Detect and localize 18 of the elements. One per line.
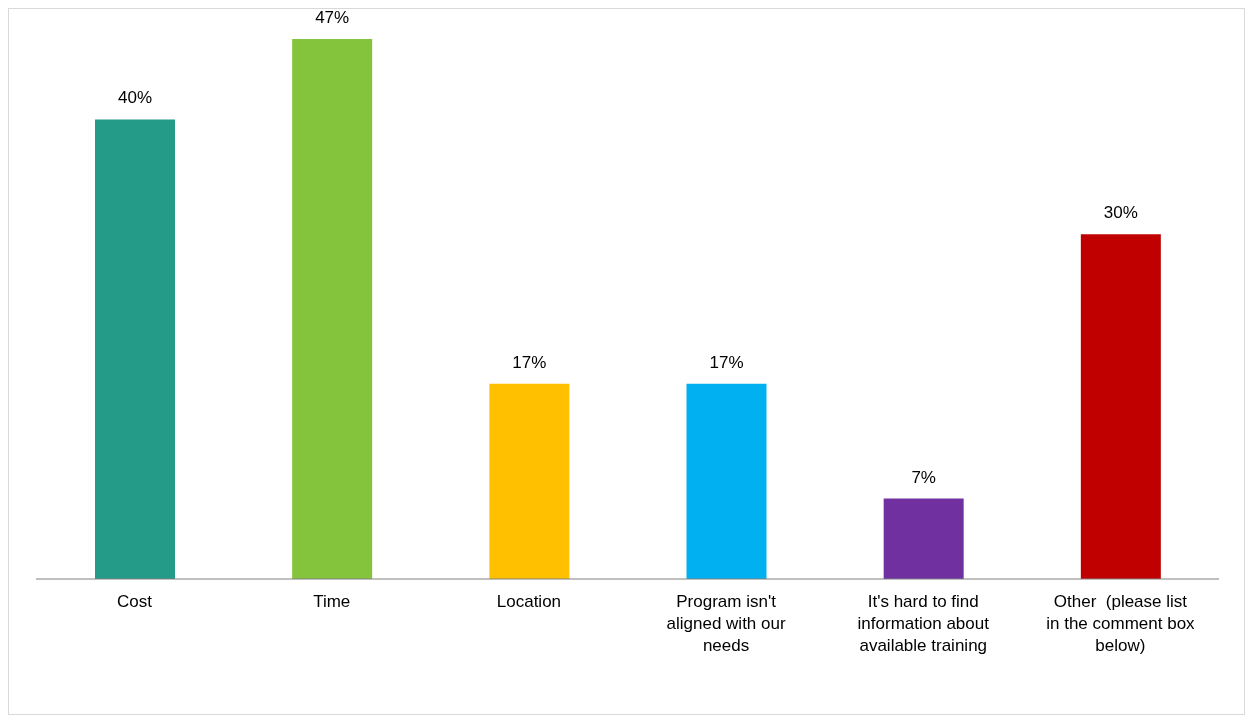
data-label: 17% — [709, 352, 744, 372]
bar — [95, 119, 175, 579]
x-tick-label: Other (please list in the comment box below) — [1046, 592, 1196, 655]
x-tick-label: It's hard to find information about available training — [857, 592, 990, 655]
data-label: 40% — [117, 88, 153, 108]
data-label: 17% — [512, 352, 547, 372]
data-label: 30% — [1103, 203, 1138, 223]
data-label: 7% — [911, 467, 936, 487]
bar — [1080, 234, 1161, 579]
data-label: 47% — [315, 8, 350, 27]
bar — [686, 383, 767, 579]
bar — [292, 39, 373, 579]
bar — [883, 498, 964, 579]
x-tick-label: Location — [496, 592, 562, 611]
bar — [489, 383, 570, 579]
x-tick-label: Cost — [117, 592, 153, 611]
x-tick-label: Program isn't aligned with our needs — [666, 592, 786, 655]
x-tick-label: Time — [313, 592, 351, 611]
